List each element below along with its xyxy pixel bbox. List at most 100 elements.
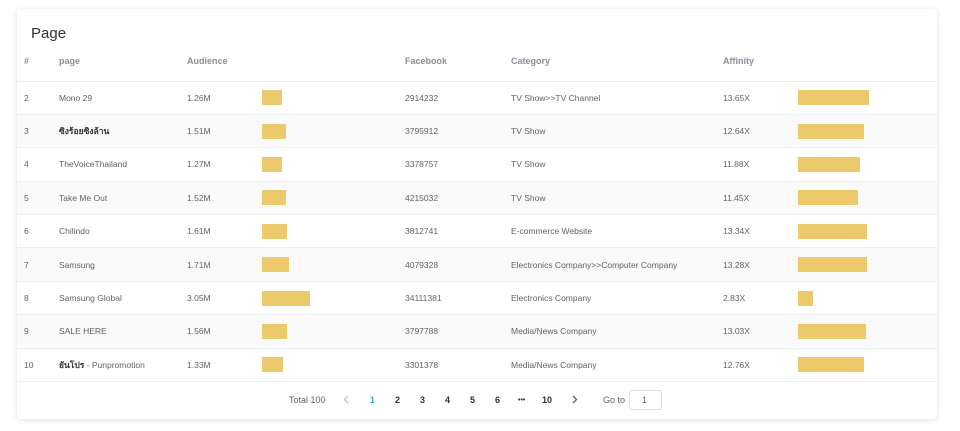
page-button-4[interactable]: 4 bbox=[445, 395, 451, 405]
row-number: 8 bbox=[17, 281, 59, 316]
page-button-5[interactable]: 5 bbox=[470, 395, 476, 405]
pagination-total: Total 100 bbox=[289, 395, 326, 405]
table-header-row: # page Audience Facebook Category Affini… bbox=[17, 53, 937, 82]
page-name-cell[interactable]: Mono 29 bbox=[59, 81, 187, 115]
category-value: TV Show bbox=[511, 147, 723, 182]
affinity-bar-cell bbox=[798, 147, 937, 182]
chevron-right-icon[interactable] bbox=[572, 395, 578, 406]
goto-input[interactable]: 1 bbox=[629, 390, 662, 410]
row-number: 2 bbox=[17, 81, 59, 115]
audience-value: 1.27M bbox=[187, 147, 262, 182]
affinity-bar-cell bbox=[798, 214, 937, 249]
pagination-ellipsis[interactable]: ••• bbox=[518, 397, 526, 404]
audience-value: 1.56M bbox=[187, 314, 262, 349]
affinity-bar bbox=[798, 190, 858, 206]
audience-bar bbox=[262, 257, 289, 273]
page-button-1[interactable]: 1 bbox=[370, 395, 376, 405]
page-name[interactable]: Samsung bbox=[59, 259, 95, 270]
goto-label: Go to bbox=[603, 395, 626, 405]
table-row[interactable]: 9 SALE HERE 1.56M 3797788 Media/News Company… bbox=[17, 314, 937, 349]
page-button-6[interactable]: 6 bbox=[495, 395, 501, 405]
audience-bar bbox=[262, 190, 286, 206]
page-name-cell[interactable]: Take Me Out bbox=[59, 181, 187, 216]
page-name[interactable]: TheVoiceThailand bbox=[59, 159, 128, 170]
row-number: 5 bbox=[17, 181, 59, 216]
row-number: 10 bbox=[17, 348, 59, 383]
audience-bar-cell bbox=[262, 247, 405, 282]
page-name[interactable]: Samsung Global bbox=[59, 293, 122, 304]
audience-value: 1.51M bbox=[187, 114, 262, 149]
table-row[interactable]: 5 Take Me Out 1.52M 4215032 TV Show 11.45X bbox=[17, 181, 937, 216]
affinity-value: 11.88X bbox=[723, 147, 798, 182]
row-number: 7 bbox=[17, 247, 59, 282]
page-name-cell[interactable]: ยันโปร - Punpromotion bbox=[59, 348, 187, 383]
affinity-bar bbox=[798, 90, 869, 106]
col-header-category[interactable]: Category bbox=[511, 53, 723, 82]
facebook-value: 34111381 bbox=[405, 281, 511, 316]
col-header-num: # bbox=[17, 53, 59, 82]
audience-bar bbox=[262, 156, 282, 172]
audience-value: 1.33M bbox=[187, 348, 262, 383]
page-button-2[interactable]: 2 bbox=[395, 395, 401, 405]
page-name[interactable]: Chilindo bbox=[59, 226, 90, 237]
affinity-value: 12.76X bbox=[723, 348, 798, 383]
page-name[interactable]: SALE HERE bbox=[59, 326, 107, 337]
category-value: E-commerce Website bbox=[511, 214, 723, 249]
audience-bar bbox=[262, 357, 283, 373]
audience-bar-cell bbox=[262, 214, 405, 249]
table-row[interactable]: 4 TheVoiceThailand 1.27M 3378757 TV Show 11.8… bbox=[17, 147, 937, 182]
chevron-left-icon[interactable] bbox=[343, 395, 349, 406]
affinity-value: 13.34X bbox=[723, 214, 798, 249]
row-number: 3 bbox=[17, 114, 59, 149]
page-name-cell[interactable]: Samsung bbox=[59, 247, 187, 282]
audience-value: 1.71M bbox=[187, 247, 262, 282]
col-header-facebook[interactable]: Facebook bbox=[405, 53, 511, 82]
audience-bar-cell bbox=[262, 81, 405, 115]
category-value: TV Show bbox=[511, 114, 723, 149]
affinity-bar bbox=[798, 123, 864, 139]
page-name-cell[interactable]: TheVoiceThailand bbox=[59, 147, 187, 182]
affinity-bar-cell bbox=[798, 81, 937, 115]
card-title: Page bbox=[31, 25, 67, 42]
page-name-cell[interactable]: ซิงร้อยซิงล้าน bbox=[59, 114, 187, 149]
table-row[interactable]: 10 ยันโปร - Punpromotion 1.33M 3301378 Media… bbox=[17, 348, 937, 383]
row-number: 4 bbox=[17, 147, 59, 182]
page-name-cell[interactable]: Chilindo bbox=[59, 214, 187, 249]
page-button-10[interactable]: 10 bbox=[542, 395, 553, 405]
table-row[interactable]: 3 ซิงร้อยซิงล้าน 1.51M 3795912 TV Show 12.64X bbox=[17, 114, 937, 149]
col-header-audience[interactable]: Audience bbox=[187, 53, 262, 82]
page-card: Page # page Audience Facebook Category A… bbox=[17, 9, 937, 419]
facebook-value: 4079328 bbox=[405, 247, 511, 282]
pagination: Total 100 1 2 3 4 5 6 ••• 10 Go to 1 bbox=[17, 390, 937, 412]
affinity-bar-cell bbox=[798, 314, 937, 349]
facebook-value: 3378757 bbox=[405, 147, 511, 182]
affinity-bar bbox=[798, 223, 868, 239]
page-name-bold[interactable]: ยันโปร bbox=[59, 359, 85, 370]
affinity-value: 2.83X bbox=[723, 281, 798, 316]
affinity-bar-cell bbox=[798, 348, 937, 383]
affinity-value: 13.28X bbox=[723, 247, 798, 282]
affinity-bar-cell bbox=[798, 114, 937, 149]
affinity-bar-cell bbox=[798, 181, 937, 216]
col-header-audience-bar bbox=[262, 53, 405, 82]
table-row[interactable]: 8 Samsung Global 3.05M 34111381 Electronics … bbox=[17, 281, 937, 316]
page-name-bold[interactable]: ซิงร้อยซิงล้าน bbox=[59, 126, 110, 137]
page-table: # page Audience Facebook Category Affini… bbox=[17, 53, 937, 383]
table-row[interactable]: 2 Mono 29 1.26M 2914232 TV Show>>TV Channel 1… bbox=[17, 81, 937, 115]
page-button-3[interactable]: 3 bbox=[420, 395, 426, 405]
col-header-affinity[interactable]: Affinity bbox=[723, 53, 798, 82]
affinity-bar bbox=[798, 257, 868, 273]
page-name-suffix[interactable]: - Punpromotion bbox=[84, 359, 145, 370]
category-value: TV Show>>TV Channel bbox=[511, 81, 723, 115]
page-name-cell[interactable]: Samsung Global bbox=[59, 281, 187, 316]
table-row[interactable]: 7 Samsung 1.71M 4079328 Electronics Company>… bbox=[17, 247, 937, 282]
audience-bar bbox=[262, 223, 288, 239]
audience-bar-cell bbox=[262, 314, 405, 349]
page-name[interactable]: Take Me Out bbox=[59, 192, 108, 203]
table-row[interactable]: 6 Chilindo 1.61M 3812741 E-commerce Website 1… bbox=[17, 214, 937, 249]
page-name[interactable]: Mono 29 bbox=[59, 92, 93, 103]
category-value: TV Show bbox=[511, 181, 723, 216]
col-header-page[interactable]: page bbox=[59, 53, 187, 82]
affinity-bar-cell bbox=[798, 281, 937, 316]
page-name-cell[interactable]: SALE HERE bbox=[59, 314, 187, 349]
